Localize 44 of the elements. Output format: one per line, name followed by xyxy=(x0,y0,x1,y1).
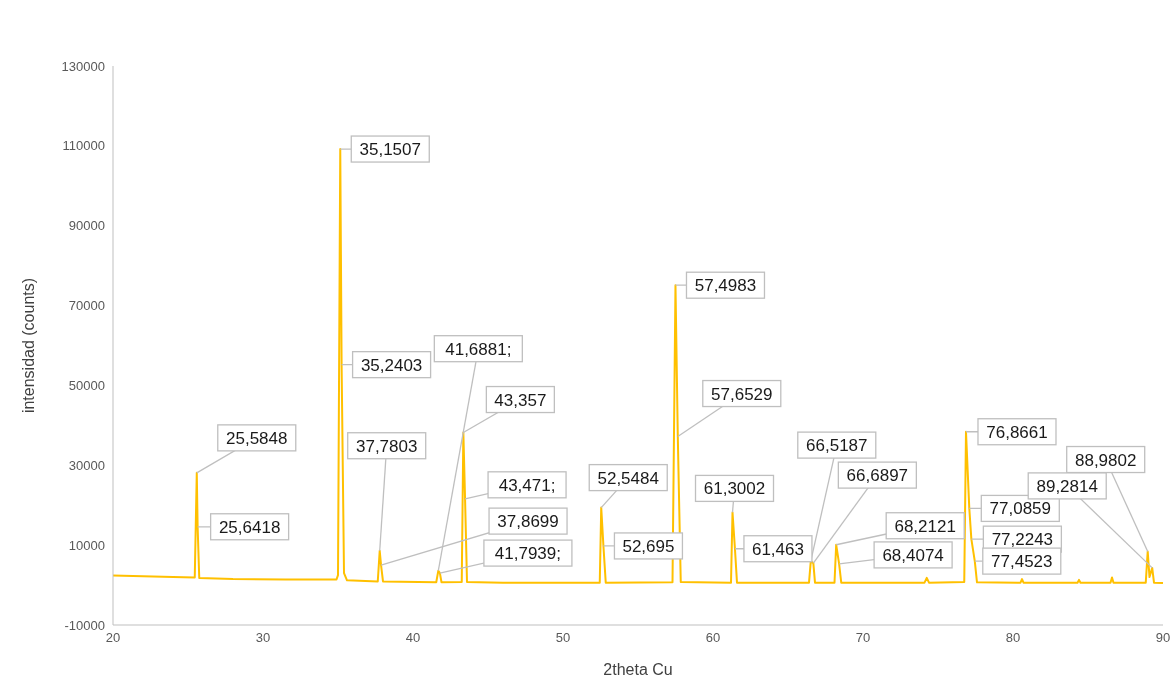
annotation: 25,5848 xyxy=(226,428,288,448)
y-tick-label: 70000 xyxy=(68,298,105,314)
annotation: 61,3002 xyxy=(703,479,766,499)
annotation: 68,2121 xyxy=(894,516,956,536)
annotation: 77,0859 xyxy=(989,499,1052,519)
annotation: 77,4523 xyxy=(991,552,1053,572)
x-axis-title: 2theta Cu xyxy=(603,661,673,675)
annotation: 68,4074 xyxy=(882,545,944,565)
annotation: 61,463 xyxy=(751,539,804,559)
annotation: 37,8699 xyxy=(497,512,559,532)
x-tick-label: 70 xyxy=(855,630,871,646)
y-tick-label: -10000 xyxy=(64,617,105,633)
annotation: 76,8661 xyxy=(986,422,1048,442)
y-tick-label: 110000 xyxy=(62,138,105,154)
annotation: 66,6897 xyxy=(846,466,909,486)
y-axis-title: intensidad (counts) xyxy=(19,277,37,414)
annotation: 77,2243 xyxy=(991,530,1054,550)
annotation: 35,1507 xyxy=(359,140,421,160)
annotation: 57,6529 xyxy=(711,384,773,404)
annotation: 35,2403 xyxy=(360,355,423,375)
annotation: 43,357 xyxy=(494,390,547,410)
x-tick-label: 90 xyxy=(1155,630,1171,646)
annotation: 52,5484 xyxy=(597,468,659,488)
y-tick-label: 10000 xyxy=(68,537,105,553)
annotation: 43,471; xyxy=(498,475,556,495)
x-tick-label: 50 xyxy=(555,630,571,646)
x-tick-label: 60 xyxy=(705,630,721,646)
y-tick-label: 30000 xyxy=(68,457,105,473)
annotation: 66,5187 xyxy=(806,436,868,456)
annotation: 57,4983 xyxy=(694,276,757,296)
y-tick-label: 90000 xyxy=(68,218,105,234)
x-tick-label: 30 xyxy=(255,630,271,646)
x-tick-label: 20 xyxy=(105,630,121,646)
annotation: 88,9802 xyxy=(1074,450,1137,470)
x-tick-label: 40 xyxy=(405,630,421,646)
y-tick-label: 50000 xyxy=(68,378,105,394)
annotation: 41,7939; xyxy=(494,544,561,564)
annotation: 89,2814 xyxy=(1036,476,1098,496)
annotation: 37,7803 xyxy=(355,436,418,456)
annotation: 41,6881; xyxy=(445,339,512,359)
annotation: 52,695 xyxy=(622,536,675,556)
y-tick-label: 130000 xyxy=(61,58,105,74)
annotation: 25,6418 xyxy=(218,517,281,537)
x-tick-label: 80 xyxy=(1005,630,1021,646)
